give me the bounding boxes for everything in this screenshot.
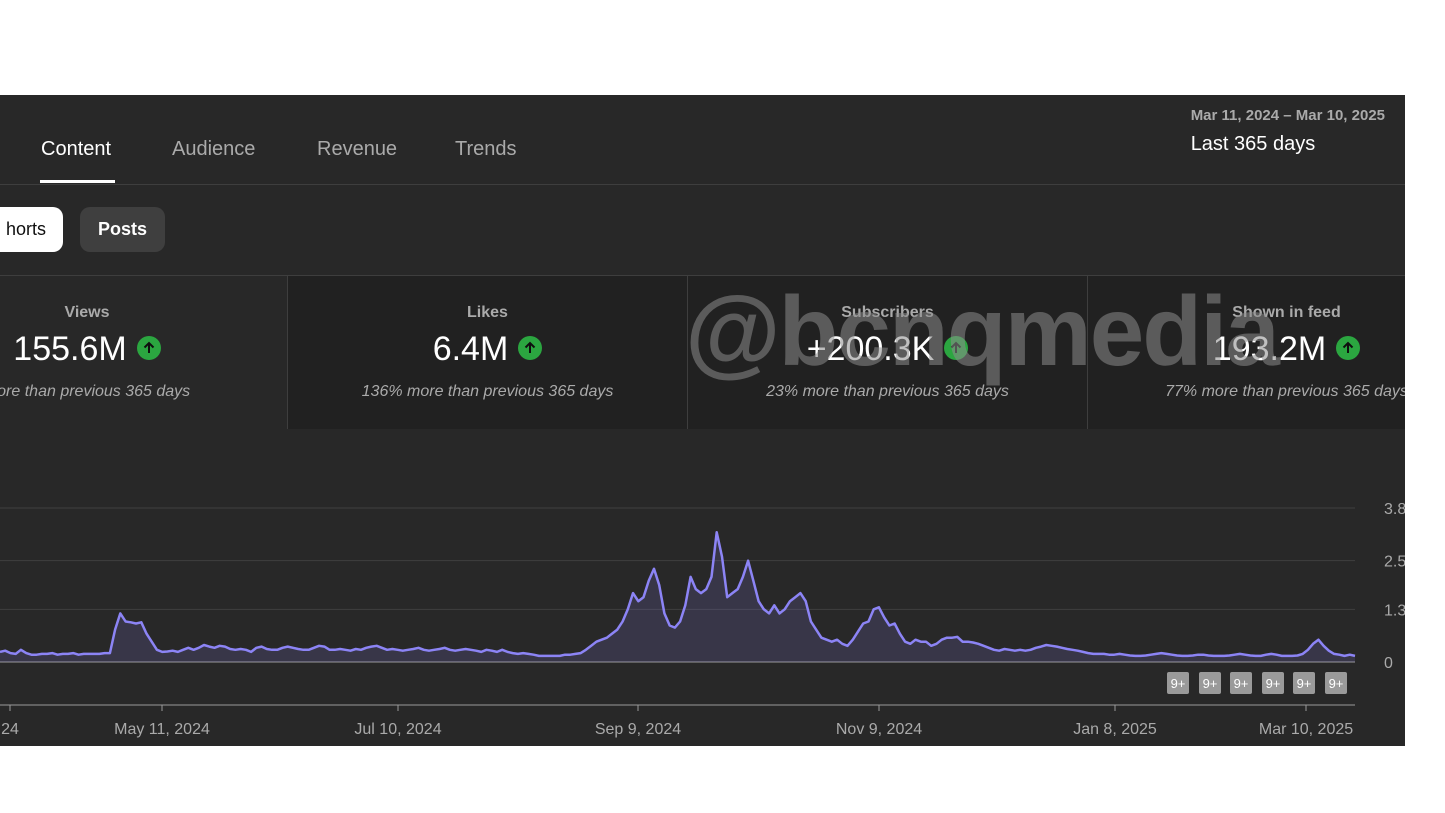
marker-label: 9+: [1297, 676, 1312, 691]
video-count-marker[interactable]: 9+: [1262, 672, 1284, 694]
marker-badge: [1325, 672, 1347, 694]
y-tick-label: 2.5: [1384, 554, 1405, 571]
metric-delta: 23% more than previous 365 days: [766, 383, 1009, 400]
metric-value: 155.6M: [13, 330, 127, 368]
video-count-marker[interactable]: 9+: [1293, 672, 1315, 694]
marker-badge: [1199, 672, 1221, 694]
marker-label: 9+: [1171, 676, 1186, 691]
marker-label: 9+: [1234, 676, 1249, 691]
metric-label: Subscribers: [841, 304, 934, 321]
y-tick-label: 1.3: [1384, 602, 1405, 619]
marker-label: 9+: [1266, 676, 1281, 691]
active-tab-indicator: [40, 180, 115, 183]
y-tick-label: 3.8: [1384, 501, 1405, 518]
x-tick-label: Nov 9, 2024: [836, 721, 922, 738]
arrow-up-icon: [136, 335, 161, 360]
chip-shorts[interactable]: horts: [0, 207, 63, 252]
metric-delta: 77% more than previous 365 days: [1165, 383, 1405, 400]
metric-card-views[interactable]: Views 155.6M more than previous 365 days: [0, 276, 287, 429]
marker-badge: [1230, 672, 1252, 694]
metric-value: +200.3K: [806, 330, 935, 368]
tab-audience[interactable]: Audience: [172, 138, 256, 160]
card-divider: [687, 276, 688, 429]
metric-label: Likes: [467, 304, 508, 321]
views-chart: 0 1.3 2.5 3.8 24 May 11, 2024 Jul 10, 2024 Sep …: [0, 501, 1405, 738]
y-tick-label: 0: [1384, 655, 1393, 672]
marker-badge: [1167, 672, 1189, 694]
video-count-marker[interactable]: 9+: [1230, 672, 1252, 694]
video-count-marker[interactable]: 9+: [1325, 672, 1347, 694]
tab-trends[interactable]: Trends: [455, 138, 517, 160]
date-range-picker[interactable]: Mar 11, 2024 – Mar 10, 2025 Last 365 day…: [1191, 107, 1385, 156]
arrow-up-icon: [518, 335, 543, 360]
x-tick-label: Sep 9, 2024: [595, 721, 681, 738]
arrow-up-icon: [944, 335, 969, 360]
marker-badge: [1293, 672, 1315, 694]
metric-card-shown-in-feed[interactable]: Shown in feed 193.2M 77% more than previ…: [1088, 276, 1405, 429]
video-count-marker[interactable]: 9+: [1167, 672, 1189, 694]
marker-badge: [1262, 672, 1284, 694]
arrow-up-icon: [1336, 335, 1361, 360]
chip-posts[interactable]: Posts: [80, 207, 165, 252]
date-range-text: Mar 11, 2024 – Mar 10, 2025: [1190, 107, 1385, 124]
metric-label: Views: [64, 304, 110, 321]
tab-revenue[interactable]: Revenue: [317, 138, 398, 160]
metric-card-subscribers[interactable]: Subscribers +200.3K 23% more than previo…: [688, 276, 1087, 429]
tab-content[interactable]: Content: [41, 138, 112, 160]
x-tick-label: 24: [1, 721, 19, 738]
content-type-chips: horts Posts: [0, 184, 1405, 276]
marker-label: 9+: [1203, 676, 1218, 691]
analytics-panel: Content Audience Revenue Trends Mar 11, …: [0, 95, 1405, 746]
tab-bar: Content Audience Revenue Trends Mar 11, …: [0, 95, 1405, 185]
date-range-period: Last 365 days: [1190, 133, 1316, 155]
x-tick-label: Jan 8, 2025: [1073, 721, 1157, 738]
x-tick-label: Jul 10, 2024: [354, 721, 441, 738]
metric-delta: 136% more than previous 365 days: [361, 383, 614, 400]
x-tick-label: May 11, 2024: [114, 721, 210, 738]
metric-value: 193.2M: [1212, 330, 1327, 368]
views-line: [0, 531, 1356, 658]
metric-card-likes[interactable]: Likes 6.4M 136% more than previous 365 d…: [288, 276, 687, 429]
metric-value: 6.4M: [432, 330, 509, 368]
card-divider: [1087, 276, 1088, 429]
metric-label: Shown in feed: [1232, 304, 1341, 321]
marker-label: 9+: [1329, 676, 1344, 691]
metric-delta: more than previous 365 days: [0, 383, 191, 400]
card-divider: [287, 276, 288, 429]
video-count-marker[interactable]: 9+: [1199, 672, 1221, 694]
views-area-fill: [0, 532, 1355, 662]
x-tick-label: Mar 10, 2025: [1259, 721, 1353, 738]
metric-cards: Views 155.6M more than previous 365 days…: [0, 276, 1405, 429]
